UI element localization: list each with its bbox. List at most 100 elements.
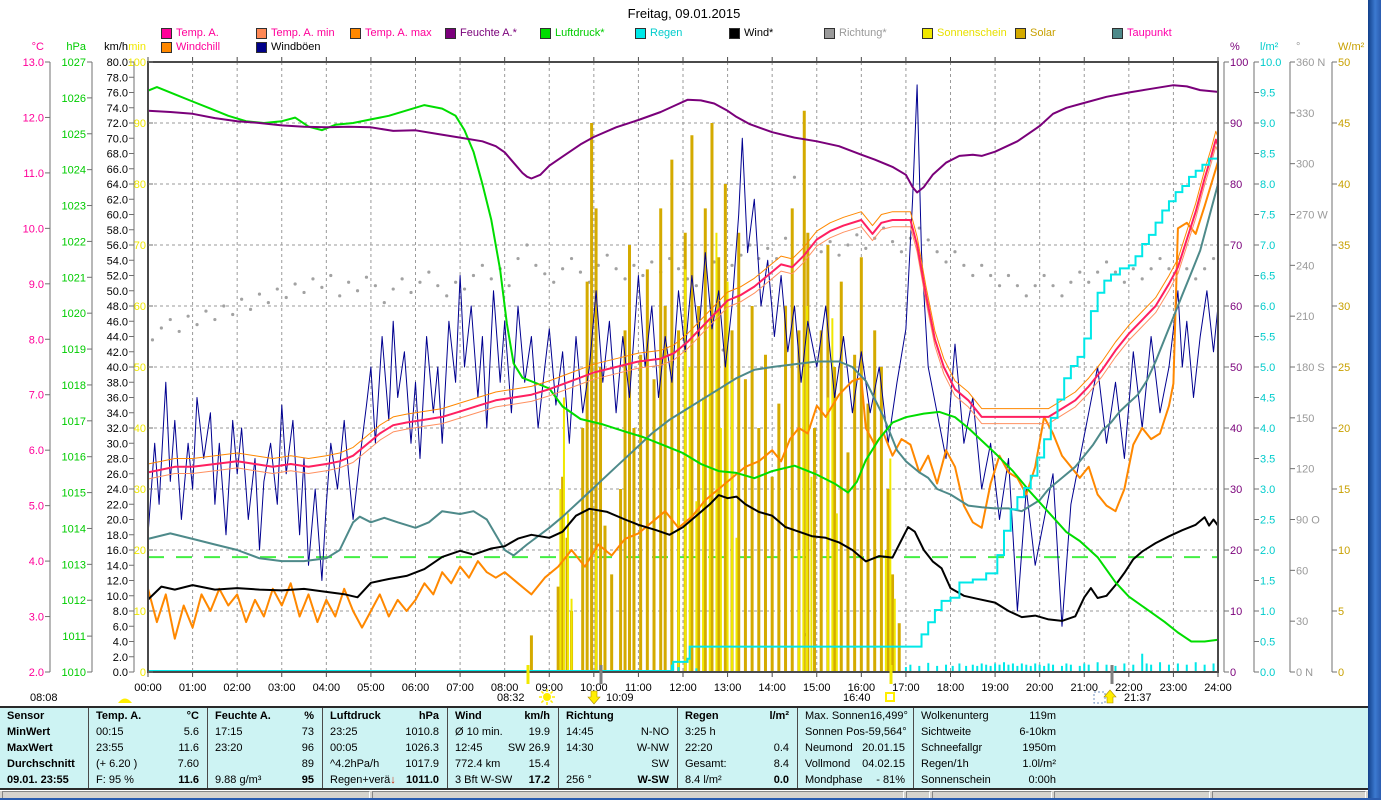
legend-label: Solar xyxy=(1030,27,1056,39)
table-cell: 14:45 xyxy=(566,726,594,738)
series-windb-en xyxy=(147,84,1219,627)
legend-item-temp-a-min[interactable]: Temp. A. min xyxy=(256,27,335,39)
legend-item-windchill[interactable]: Windchill xyxy=(161,41,220,53)
legend-item-wind-[interactable]: Wind* xyxy=(729,27,773,39)
series-regen xyxy=(148,155,1219,672)
window-border-bottom xyxy=(0,798,1381,800)
axis-wind-tick-label: 54.0 xyxy=(107,255,128,267)
legend-item-regen[interactable]: Regen xyxy=(635,27,682,39)
axis-hum-tick-label: 100 xyxy=(1230,57,1248,69)
x-axis-hour-label: 08:00 xyxy=(491,682,519,694)
axis-rain-tick-label: 5.0 xyxy=(1260,362,1275,374)
axis-temp-tick-label: 12.0 xyxy=(23,112,44,124)
axis-wind-tick-label: 10.0 xyxy=(107,591,128,603)
axis-temp-tick-label: 6.0 xyxy=(29,445,44,457)
axis-rain-tick-label: 0.0 xyxy=(1260,667,1275,679)
axis-pressure-tick-label: 1023 xyxy=(62,201,86,213)
table-cell: Sonnenschein xyxy=(921,774,991,786)
series-temp-a-min xyxy=(147,145,1219,480)
legend-item-sonnenschein[interactable]: Sonnenschein xyxy=(922,27,1007,39)
table-cell: Neumond xyxy=(805,742,853,754)
axis-solar-tick-label: 0 xyxy=(1338,667,1344,679)
axis-wind-tick-label: 46.0 xyxy=(107,316,128,328)
axis-pressure-tick-label: 1012 xyxy=(62,595,86,607)
axis-solar: 0 5 10 15 20 25 30 35 40 45 50 W/m² xyxy=(1331,41,1365,679)
axis-solar-tick-label: 20 xyxy=(1338,423,1350,435)
axis-wind-tick-label: 2.0 xyxy=(113,652,128,664)
legend-item-temp-a-max[interactable]: Temp. A. max xyxy=(350,27,432,39)
axis-rain: 0.0 0.5 1.0 1.5 2.0 2.5 3.0 3.5 4.0 4.5 5.0 5.5 6.0 6… xyxy=(1253,41,1281,679)
axis-wind-tick-label: 24.0 xyxy=(107,484,128,496)
statistics-table: Sensor MinWert MaxWert Durchschnitt 09.01. 2… xyxy=(0,706,1368,790)
window-border-right xyxy=(1368,0,1381,800)
table-cell xyxy=(208,756,215,772)
table-cell: Vollmond xyxy=(805,758,851,770)
legend-item-richtung-[interactable]: Richtung* xyxy=(824,27,887,39)
table-column-wind: Wind km/h Ø 10 min. 19.9 12:45 SW 26.9 772.4 k… xyxy=(447,708,558,788)
legend-label: Richtung* xyxy=(839,27,887,39)
x-axis-hour-label: 11:00 xyxy=(625,682,652,694)
sun-rise-icon xyxy=(118,698,132,703)
table-column-feuchte-a-: Feuchte A.% 17:15 73 23:20 96 89 9.88 g/m³ 95 xyxy=(207,708,322,788)
axis-rain-tick-label: 4.5 xyxy=(1260,393,1275,405)
table-header-unit: 119m xyxy=(1029,710,1056,722)
legend-item-feuchte-a-[interactable]: Feuchte A.* xyxy=(445,27,517,39)
legend-label: Temp. A. min xyxy=(271,27,335,39)
axis-dir-tick-label: 30 xyxy=(1296,616,1308,628)
table-value: - 81% xyxy=(876,774,905,786)
event-time-label: 21:37 xyxy=(1124,692,1152,704)
table-header-cell: Luftdruck xyxy=(330,710,381,722)
axis-pressure-tick-label: 1015 xyxy=(62,488,86,500)
axis-sun-tick-label: 80 xyxy=(134,179,146,191)
axis-pressure-tick-label: 1010 xyxy=(62,667,86,679)
x-axis-hour-label: 06:00 xyxy=(402,682,430,694)
axis-pressure-tick-label: 1025 xyxy=(62,129,86,141)
axis-wind-tick-label: 72.0 xyxy=(107,118,128,130)
legend-item-solar[interactable]: Solar xyxy=(1015,27,1056,39)
legend-swatch-icon xyxy=(824,27,835,39)
table-value: 17.2 xyxy=(528,774,550,786)
event-time-label: 08:32 xyxy=(497,692,525,704)
legend-item-luftdruck-[interactable]: Luftdruck* xyxy=(540,27,605,39)
axis-dir-tick-label: 120 xyxy=(1296,464,1314,476)
sun-icon xyxy=(539,689,555,705)
table-value: 11.6 xyxy=(178,742,199,754)
arrow-down-icon xyxy=(587,690,601,705)
table-value: 5.6 xyxy=(183,726,199,738)
x-axis-hour-label: 04:00 xyxy=(313,682,341,694)
table-header-cell: Temp. A. xyxy=(96,710,142,722)
x-axis-hour-label: 18:00 xyxy=(937,682,965,694)
axis-wind-tick-label: 14.0 xyxy=(107,560,128,572)
legend-item-taupunkt[interactable]: Taupunkt xyxy=(1112,27,1172,39)
table-value: 96 xyxy=(301,742,314,754)
table-cell: 14:30 xyxy=(566,742,594,754)
axis-wind-tick-label: 68.0 xyxy=(107,149,128,161)
axis-sun-tick-label: 0 xyxy=(140,667,146,679)
legend-item-windb-en[interactable]: Windböen xyxy=(256,41,321,53)
table-header-unit: hPa xyxy=(418,710,439,722)
axis-wind-tick-label: 22.0 xyxy=(107,499,128,511)
x-axis-hour-label: 24:00 xyxy=(1204,682,1232,694)
axis-sun-unit: min xyxy=(128,41,146,53)
axis-pressure-tick-label: 1019 xyxy=(62,344,86,356)
axis-rain-tick-label: 8.5 xyxy=(1260,149,1275,161)
table-column-wolkenunterg: Wolkenunterg 119m Sichtweite 6-10km Schneefa… xyxy=(913,708,1368,788)
legend-swatch-icon xyxy=(922,27,933,39)
x-axis-hour-label: 00:00 xyxy=(134,682,162,694)
table-value: 15.4 xyxy=(528,758,550,770)
event-time-label: 16:40 xyxy=(843,692,871,704)
axis-hum-tick-label: 60 xyxy=(1230,301,1242,313)
axis-pressure-tick-label: 1027 xyxy=(62,57,86,69)
legend-swatch-icon xyxy=(635,27,646,39)
legend-label: Taupunkt xyxy=(1127,27,1172,39)
x-axis-hour-label: 09:00 xyxy=(535,682,563,694)
table-cell: 23:20 xyxy=(215,742,243,754)
table-value: 6-10km xyxy=(1019,726,1056,738)
table-header-cell: Wind xyxy=(455,710,482,722)
axis-wind-tick-label: 26.0 xyxy=(107,469,128,481)
axis-wind-tick-label: 40.0 xyxy=(107,362,128,374)
table-column-richtung: Richtung 14:45 N-NO 14:30 W-NW SW 256 ° W-SW xyxy=(558,708,677,788)
table-cell: Ø 10 min. xyxy=(455,726,503,738)
legend-item-temp-a-[interactable]: Temp. A. xyxy=(161,27,219,39)
